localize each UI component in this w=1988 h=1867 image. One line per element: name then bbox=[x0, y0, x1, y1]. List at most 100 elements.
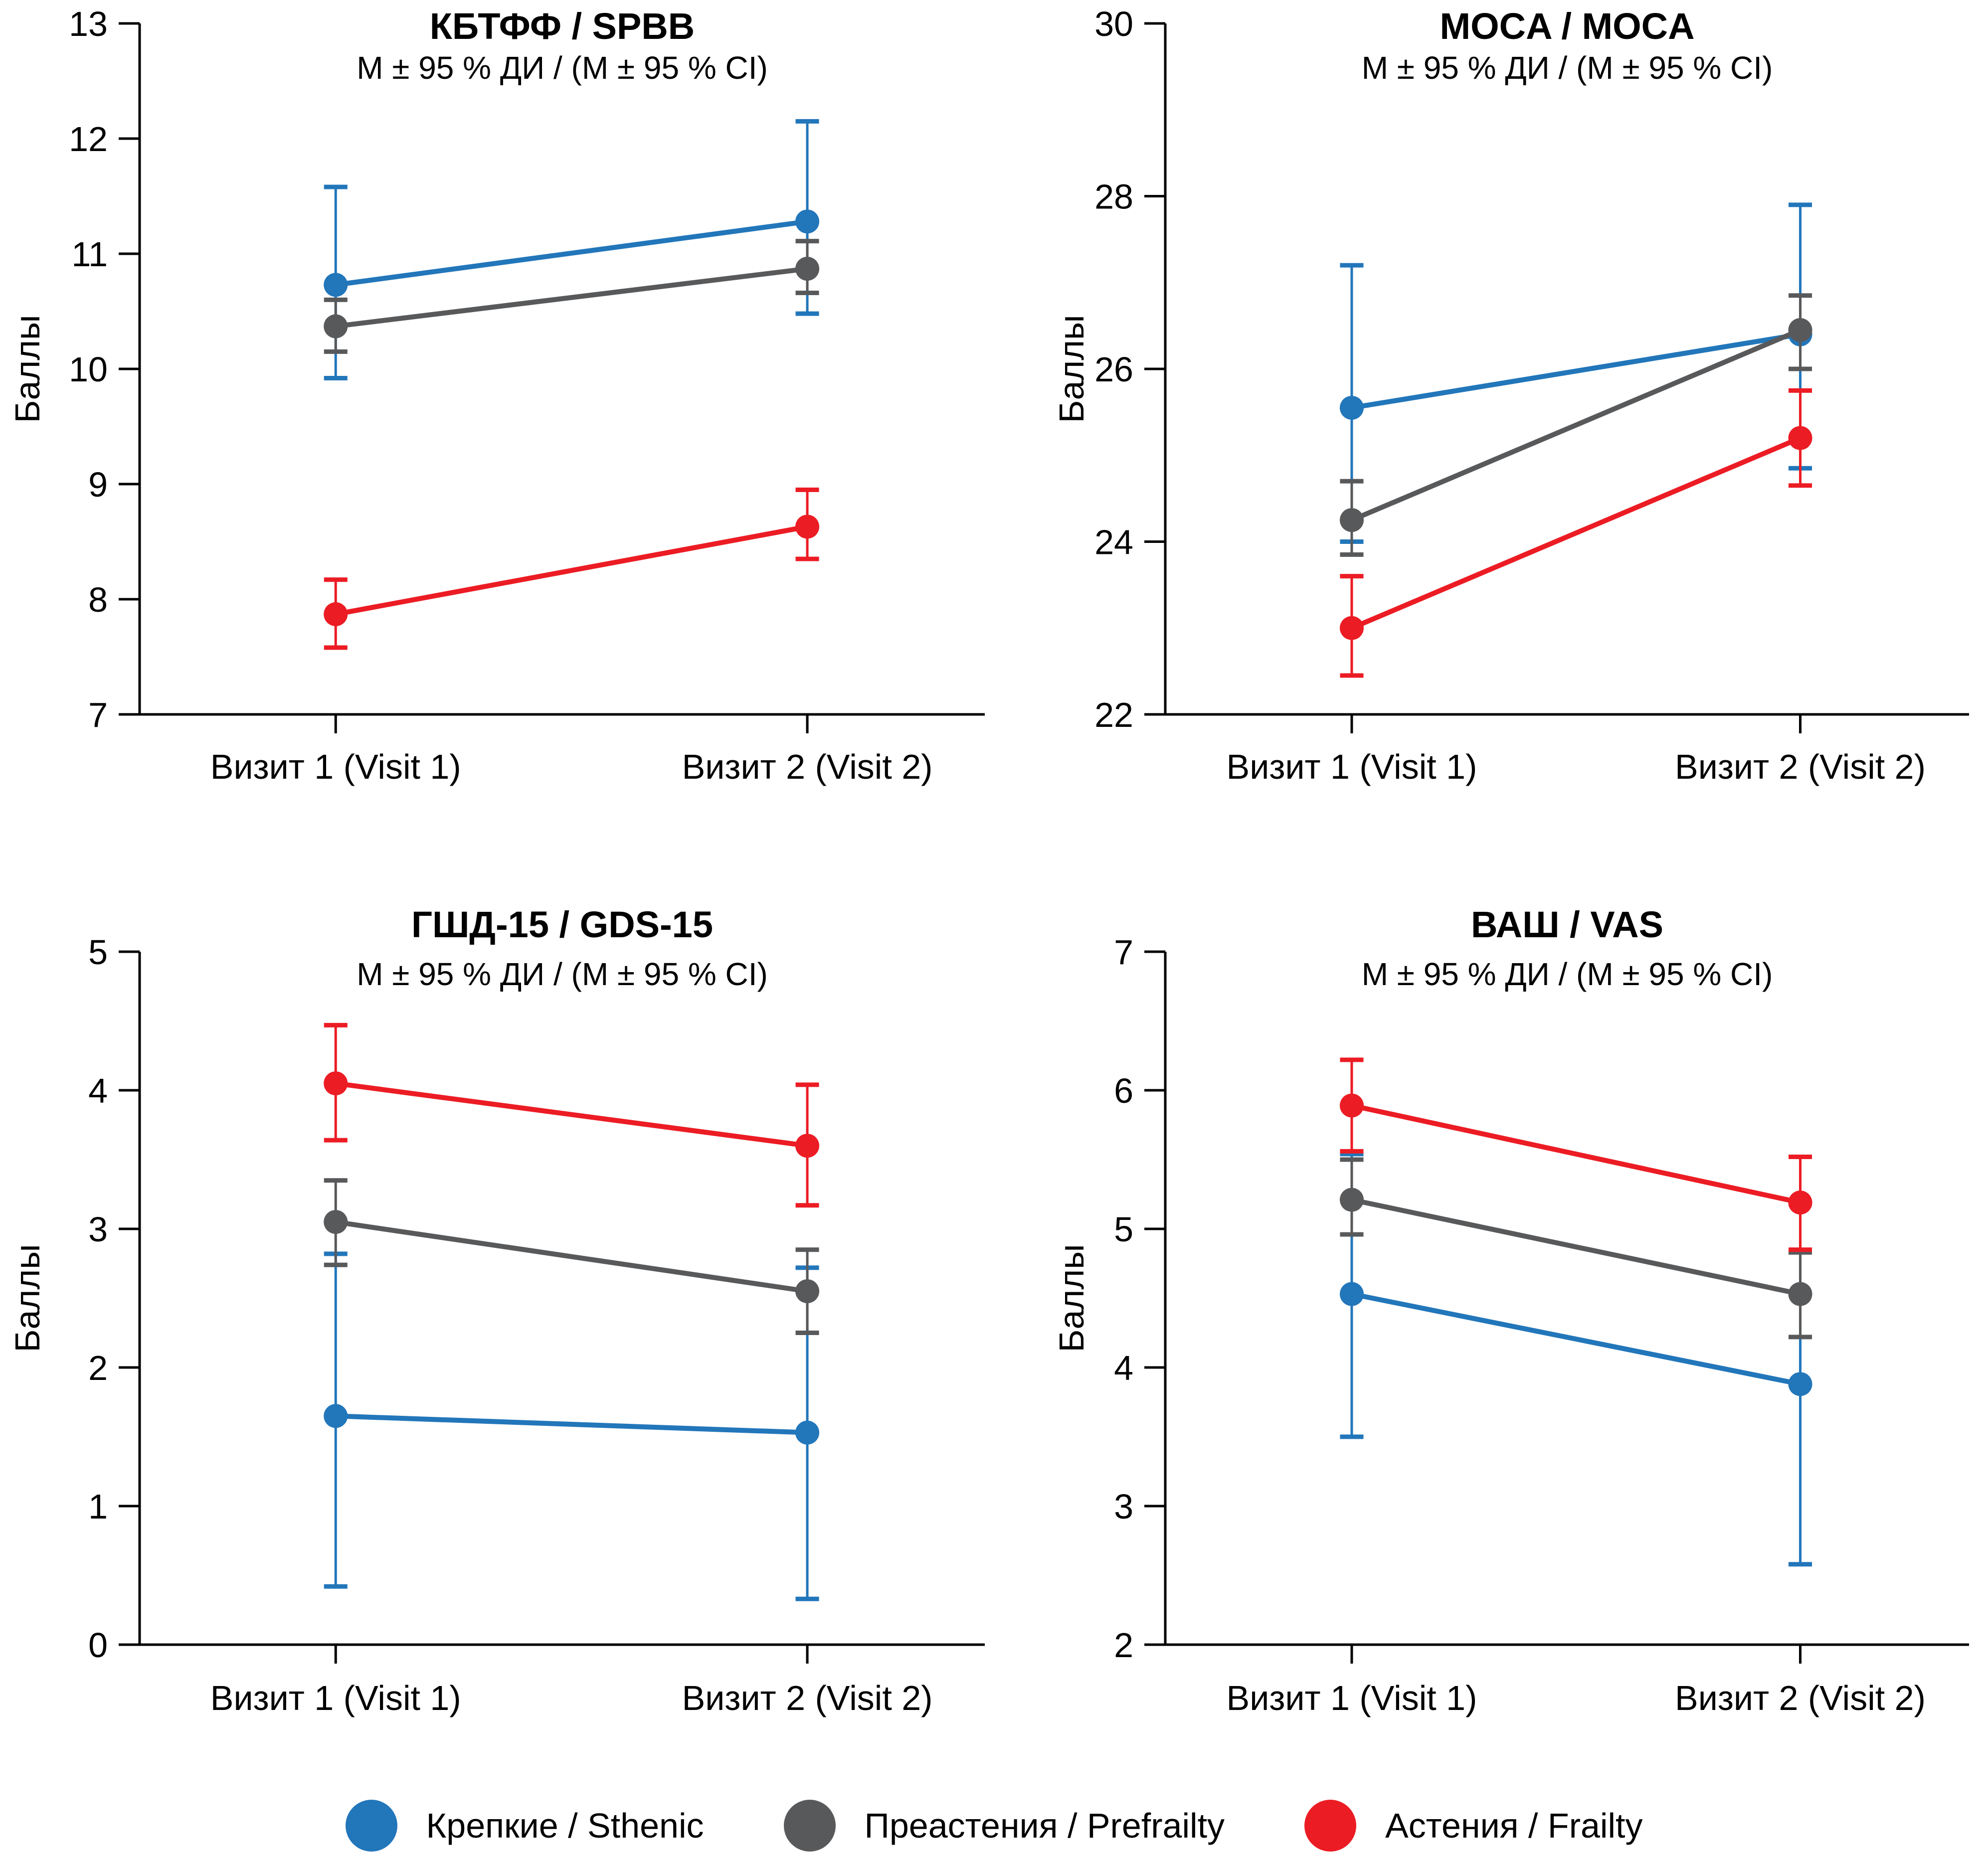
data-point bbox=[324, 1071, 348, 1096]
y-tick-label: 2 bbox=[88, 1349, 108, 1387]
series-1 bbox=[1339, 293, 1812, 557]
chart-subtitle-spbb: М ± 95 % ДИ / (M ± 95 % CI) bbox=[357, 50, 768, 86]
chart-title-spbb: КБТФФ / SPBB bbox=[429, 5, 695, 47]
data-point bbox=[1788, 1372, 1812, 1396]
y-tick-label: 5 bbox=[88, 933, 108, 972]
y-tick-label: 22 bbox=[1094, 695, 1133, 734]
series-line bbox=[1351, 1103, 1801, 1205]
series-line bbox=[336, 1413, 808, 1435]
x-tick-label: Визит 2 (Visit 2) bbox=[1675, 747, 1926, 786]
series-line bbox=[1351, 1197, 1801, 1297]
data-point bbox=[795, 1279, 820, 1304]
data-point bbox=[1788, 1190, 1812, 1215]
y-tick-label: 12 bbox=[69, 120, 108, 159]
y-tick-label: 3 bbox=[88, 1210, 108, 1249]
y-tick-label: 28 bbox=[1094, 177, 1133, 216]
sthenic-dot-icon bbox=[345, 1799, 397, 1852]
y-axis-label-gds15: Баллы bbox=[8, 1244, 47, 1353]
y-tick-label: 11 bbox=[71, 235, 108, 274]
legend-label-frailty: Астения / Frailty bbox=[1385, 1806, 1643, 1845]
chart-panel-moca: 22 24 26 28 30 Визит 1 (Visit 1) Визит 2 (Visi… bbox=[994, 0, 1988, 870]
series-0 bbox=[1339, 1152, 1812, 1567]
data-point bbox=[1339, 395, 1364, 420]
series-1 bbox=[324, 239, 820, 354]
data-point bbox=[1788, 426, 1812, 450]
prefrailty-dot-icon bbox=[783, 1799, 836, 1852]
series-0 bbox=[1339, 202, 1812, 544]
data-point bbox=[1339, 1282, 1364, 1306]
legend: Крепкие / Sthenic Преастения / Prefrailt… bbox=[0, 1784, 1988, 1867]
y-tick-label: 4 bbox=[88, 1071, 108, 1110]
y-tick-label: 1 bbox=[88, 1487, 108, 1526]
y-tick-label: 2 bbox=[1114, 1626, 1133, 1665]
series-1 bbox=[324, 1178, 820, 1335]
series-line bbox=[335, 1219, 808, 1294]
data-point bbox=[795, 209, 820, 234]
y-tick-label: 9 bbox=[88, 465, 108, 504]
data-point bbox=[324, 1404, 348, 1428]
y-tick-label: 24 bbox=[1094, 523, 1133, 562]
y-tick-label: 7 bbox=[1114, 933, 1133, 972]
legend-item-prefrailty: Преастения / Prefrailty bbox=[783, 1799, 1225, 1852]
data-point bbox=[1339, 616, 1364, 640]
series-line bbox=[1351, 328, 1802, 522]
chart-subtitle-moca: М ± 95 % ДИ / (M ± 95 % CI) bbox=[1361, 50, 1773, 86]
frailty-dot-icon bbox=[1304, 1799, 1357, 1852]
chart-title-moca: MOCA / MOCA bbox=[1440, 5, 1695, 47]
series-line bbox=[1351, 435, 1802, 631]
data-point bbox=[324, 1210, 348, 1234]
legend-label-sthenic: Крепкие / Sthenic bbox=[426, 1806, 704, 1845]
chart-subtitle-gds15: М ± 95 % ДИ / (M ± 95 % CI) bbox=[357, 956, 768, 992]
y-tick-label: 8 bbox=[88, 580, 108, 619]
data-point bbox=[1788, 318, 1812, 342]
plot-area-spbb: 7 8 9 10 11 12 13 Визит 1 (Visit 1) Визит 2 (Vis… bbox=[69, 4, 985, 786]
data-point bbox=[1339, 1188, 1364, 1212]
x-tick-label: Визит 1 (Visit 1) bbox=[1227, 747, 1477, 786]
plot-area-moca: 22 24 26 28 30 Визит 1 (Visit 1) Визит 2 (Visi… bbox=[1094, 4, 1969, 786]
x-tick-label: Визит 1 (Visit 1) bbox=[210, 747, 461, 786]
chart-subtitle-vas: М ± 95 % ДИ / (M ± 95 % CI) bbox=[1361, 956, 1773, 992]
series-line bbox=[335, 266, 808, 329]
series-2 bbox=[324, 488, 820, 650]
series-1 bbox=[1339, 1157, 1812, 1340]
series-line bbox=[335, 1081, 808, 1149]
x-tick-label: Визит 1 (Visit 1) bbox=[210, 1679, 461, 1717]
data-point bbox=[1339, 1093, 1364, 1118]
plot-area-gds15: 0 1 2 3 4 5 Визит 1 (Visit 1) Визит 2 (Visit 2) bbox=[88, 933, 985, 1717]
series-line bbox=[1351, 1291, 1801, 1387]
y-tick-label: 4 bbox=[1114, 1349, 1133, 1387]
x-tick-label: Визит 2 (Visit 2) bbox=[682, 1679, 933, 1717]
series-line bbox=[335, 524, 808, 617]
y-tick-label: 6 bbox=[1114, 1071, 1133, 1110]
y-tick-label: 7 bbox=[88, 695, 108, 734]
chart-title-vas: ВАШ / VAS bbox=[1471, 904, 1663, 945]
x-tick-label: Визит 2 (Visit 2) bbox=[1675, 1679, 1926, 1717]
data-point bbox=[1339, 508, 1364, 532]
data-point bbox=[795, 514, 820, 539]
y-tick-label: 30 bbox=[1094, 4, 1133, 43]
y-tick-label: 13 bbox=[69, 4, 108, 43]
legend-item-sthenic: Крепкие / Sthenic bbox=[345, 1799, 704, 1852]
series-0 bbox=[324, 1251, 820, 1601]
y-axis-label-spbb: Баллы bbox=[8, 315, 47, 423]
series-line bbox=[1351, 332, 1801, 410]
y-tick-label: 3 bbox=[1114, 1487, 1133, 1526]
data-point bbox=[795, 1134, 820, 1158]
y-tick-label: 10 bbox=[69, 350, 108, 389]
series-2 bbox=[324, 1022, 820, 1208]
data-point bbox=[324, 314, 348, 339]
series-2 bbox=[1339, 1057, 1812, 1252]
legend-item-frailty: Астения / Frailty bbox=[1304, 1799, 1643, 1852]
data-point bbox=[795, 257, 820, 281]
chart-panel-gds15: 0 1 2 3 4 5 Визит 1 (Visit 1) Визит 2 (Visit 2)… bbox=[0, 892, 994, 1740]
y-axis-label-moca: Баллы bbox=[1052, 315, 1091, 423]
chart-panel-vas: 2 3 4 5 6 7 Визит 1 (Visit 1) Визит 2 (Visit 2)… bbox=[994, 892, 1988, 1740]
data-point bbox=[324, 273, 348, 297]
y-tick-label: 26 bbox=[1094, 350, 1133, 389]
chart-panel-spbb: 7 8 9 10 11 12 13 Визит 1 (Visit 1) Визит 2 (Vis… bbox=[0, 0, 994, 870]
y-axis-label-vas: Баллы bbox=[1052, 1244, 1091, 1353]
y-tick-label: 0 bbox=[88, 1626, 108, 1665]
y-tick-label: 5 bbox=[1114, 1210, 1133, 1249]
data-point bbox=[324, 602, 348, 627]
series-line bbox=[335, 219, 808, 288]
